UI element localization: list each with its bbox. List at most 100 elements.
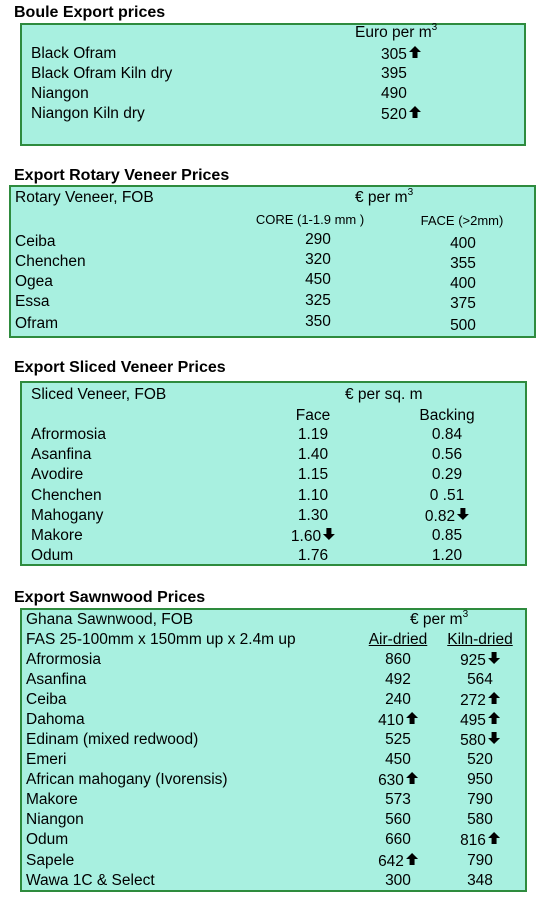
arrow-up-icon — [487, 831, 500, 849]
sawn-row-air: 860 — [385, 651, 411, 669]
sawn-row-kiln: 790 — [467, 791, 493, 809]
rotary-unit: € per m3 — [355, 187, 414, 207]
sliced-row-name-text: Afrormosia — [31, 426, 106, 443]
arrow-up-icon — [408, 45, 421, 63]
sawn-row-air: 573 — [385, 791, 411, 809]
sawn-row-air-text: 300 — [385, 871, 411, 889]
rotary-row-core: 320 — [305, 251, 331, 269]
sawn-row-kiln: 580 — [460, 731, 500, 750]
sawn-row-name: Niangon — [26, 811, 84, 829]
sawn-row-air-text: 560 — [385, 811, 411, 829]
sawn-row-air-text: 450 — [385, 751, 411, 769]
sawn-row-kiln: 495 — [460, 711, 500, 730]
rotary-subtitle-text: Rotary Veneer, FOB — [15, 189, 154, 206]
sawn-title: Export Sawnwood Prices — [14, 589, 206, 606]
sliced-row-backing: 0 .51 — [430, 487, 464, 505]
sawn-row-kiln-text: 348 — [467, 871, 493, 889]
sawn-unit-text: € per m — [410, 611, 463, 628]
sawn-subtitle: Ghana Sawnwood, FOB — [26, 611, 193, 629]
sawn-row-name-text: Odum — [26, 831, 69, 849]
sawn-row-name-text: Edinam (mixed redwood) — [26, 731, 199, 749]
rotary-row-core-text: 320 — [305, 251, 331, 268]
sawn-row-name-text: Makore — [26, 791, 78, 809]
sliced-row-name-text: Makore — [31, 527, 83, 544]
arrow-up-icon — [405, 771, 418, 789]
arrow-down-icon — [487, 731, 500, 749]
sliced-row-backing: 0.82 — [425, 507, 470, 526]
rotary-row-core: 450 — [305, 271, 331, 289]
rotary-row-core: 350 — [305, 313, 331, 331]
sliced-table — [20, 381, 527, 566]
boule-row-price: 395 — [381, 65, 407, 83]
sawn-row-name: Afrormosia — [26, 651, 101, 669]
boule-row-name: Black Ofram — [31, 45, 116, 63]
rotary-row-name-text: Ogea — [15, 273, 53, 290]
rotary-subtitle: Rotary Veneer, FOB — [15, 189, 154, 207]
rotary-title: Export Rotary Veneer Prices — [14, 167, 230, 184]
sliced-row-face: 1.15 — [298, 466, 328, 484]
boule-row-price-text: 490 — [381, 85, 407, 102]
sawn-col-air: Air-dried — [369, 631, 428, 649]
sawn-subtitle-text: Ghana Sawnwood, FOB — [26, 611, 194, 628]
sawn-row-air: 240 — [385, 691, 411, 709]
boule-row-name-text: Black Ofram Kiln dry — [31, 65, 173, 82]
sawn-col-kiln-text: Kiln-dried — [447, 631, 513, 648]
sliced-row-face-text: 1.76 — [297, 547, 329, 565]
arrow-up-icon — [405, 711, 418, 729]
sawn-row-air-text: 240 — [385, 691, 411, 709]
sliced-subtitle: Sliced Veneer, FOB — [31, 386, 166, 404]
sawn-row-name: Asanfina — [26, 671, 86, 689]
rotary-row-name: Ogea — [15, 273, 53, 291]
sawn-row-name-text: Wawa 1C & Select — [26, 871, 155, 889]
sliced-col-backing-text: Backing — [419, 407, 475, 424]
sliced-row-backing-text: 0.56 — [431, 446, 463, 464]
sliced-row-face: 1.60 — [291, 527, 336, 546]
boule-row-name: Niangon Kiln dry — [31, 105, 145, 123]
sawn-row-air-text: 630 — [378, 772, 404, 790]
sawn-row-name-text: Afrormosia — [26, 651, 101, 668]
sliced-row-face-text: 1.15 — [297, 466, 329, 484]
boule-row-price-text: 395 — [381, 65, 407, 82]
arrow-up-icon — [408, 105, 421, 123]
sawn-row-air: 630 — [378, 771, 418, 790]
rotary-row-face-text: 400 — [450, 275, 476, 292]
arrow-up-icon — [487, 711, 500, 729]
rotary-row-face-text: 375 — [450, 295, 476, 312]
boule-row-name: Black Ofram Kiln dry — [31, 65, 172, 83]
sawn-row-air: 450 — [385, 751, 411, 769]
sawn-row-name: Sapele — [26, 852, 74, 870]
sawn-row-name-text: Niangon — [26, 811, 84, 829]
boule-row-price-text: 520 — [381, 106, 407, 123]
sawn-row-name-text: Dahoma — [26, 711, 85, 729]
rotary-row-name: Ofram — [15, 315, 58, 333]
rotary-row-name-text: Ofram — [15, 315, 59, 332]
arrow-up-icon — [405, 852, 418, 870]
arrow-up-icon — [487, 691, 500, 709]
sawn-row-air: 642 — [378, 852, 418, 871]
sawn-row-air: 410 — [378, 711, 418, 730]
sliced-row-face: 1.76 — [298, 547, 328, 565]
sawn-row-name-text: Ceiba — [26, 691, 67, 709]
rotary-row-face: 375 — [450, 295, 476, 313]
sliced-row-face: 1.30 — [298, 507, 328, 525]
boule-row-price-text: 305 — [381, 46, 407, 63]
sliced-row-name-text: Mahogany — [31, 506, 104, 524]
sawn-row-kiln: 520 — [467, 751, 493, 769]
sawn-row-kiln: 564 — [467, 671, 493, 689]
sliced-row-name: Mahogany — [31, 507, 103, 525]
sawn-row-kiln-text: 790 — [467, 851, 493, 869]
sawn-row-kiln: 790 — [467, 852, 493, 870]
sawn-row-air-text: 525 — [385, 731, 411, 749]
rotary-row-face: 400 — [450, 275, 476, 293]
rotary-row-core: 290 — [305, 231, 331, 249]
sawn-row-kiln-text: 564 — [467, 671, 493, 689]
rotary-col-core: CORE (1-1.9 mm ) — [256, 211, 364, 229]
boule-row-name-text: Niangon Kiln dry — [31, 105, 145, 122]
unit-superscript: 3 — [407, 187, 414, 198]
sawn-row-name: Dahoma — [26, 711, 85, 729]
sawn-row-name: Wawa 1C & Select — [26, 872, 155, 890]
sliced-row-face-text: 1.30 — [297, 506, 329, 524]
sawn-row-kiln-text: 495 — [460, 712, 486, 730]
sliced-row-name-text: Avodire — [31, 466, 84, 484]
sawn-row-air: 660 — [385, 831, 411, 849]
